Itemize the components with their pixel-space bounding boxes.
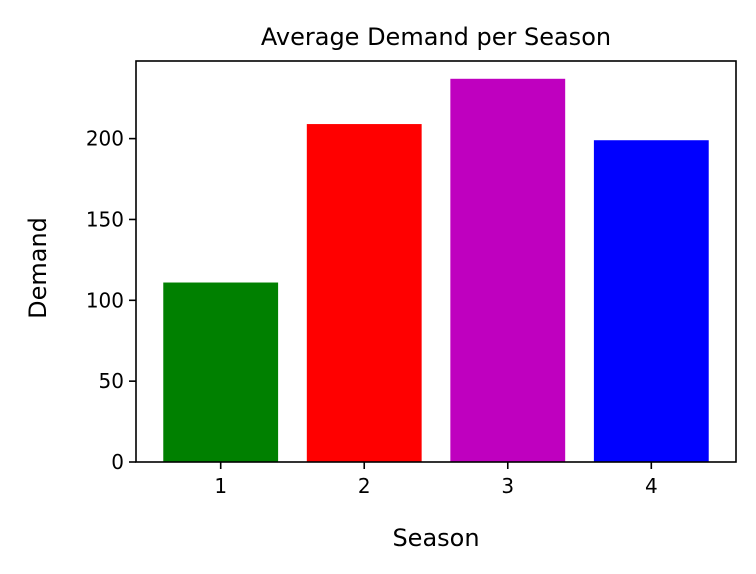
- x-tick-label: 3: [501, 474, 514, 498]
- y-axis-title: Demand: [24, 217, 52, 319]
- bars-group: [163, 78, 709, 463]
- x-axis-title: Season: [392, 524, 479, 552]
- y-axis: 0 50 100 150 200: [86, 127, 136, 474]
- plot-area-frame: [135, 60, 737, 463]
- y-tick-label: 100: [86, 288, 124, 312]
- x-tick-label: 2: [358, 474, 371, 498]
- y-tick-label: 150: [86, 207, 124, 231]
- x-tick-label: 1: [214, 474, 227, 498]
- bar-season-3: [450, 78, 566, 463]
- x-axis: 1 2 3 4: [214, 462, 658, 498]
- chart-title: Average Demand per Season: [261, 23, 611, 51]
- y-tick-label: 200: [86, 127, 124, 151]
- bar-season-4: [593, 140, 709, 462]
- y-tick-label: 0: [111, 450, 124, 474]
- x-tick-label: 4: [645, 474, 658, 498]
- bar-season-1: [163, 282, 279, 462]
- y-tick-label: 50: [99, 369, 124, 393]
- bar-season-2: [306, 124, 422, 462]
